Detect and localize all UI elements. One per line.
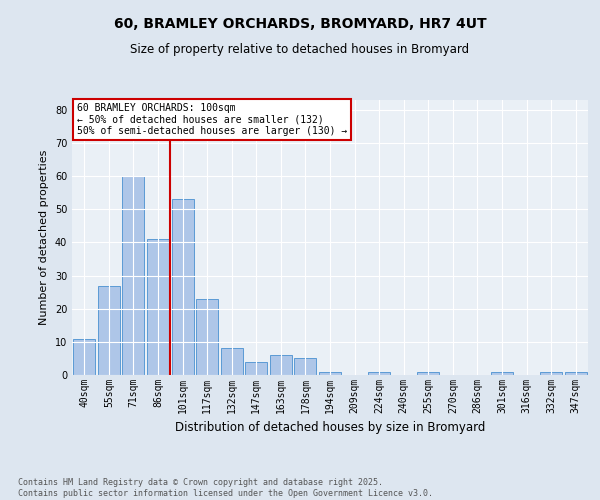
Bar [295,358,316,375]
Bar [417,372,439,375]
Bar [491,372,513,375]
Bar [122,176,145,375]
X-axis label: Distribution of detached houses by size in Bromyard: Distribution of detached houses by size … [175,422,485,434]
Bar [73,338,95,375]
Bar [368,372,390,375]
Bar [172,200,194,375]
Bar [147,239,169,375]
Bar [98,286,120,375]
Y-axis label: Number of detached properties: Number of detached properties [39,150,49,325]
Bar [221,348,243,375]
Text: Contains HM Land Registry data © Crown copyright and database right 2025.
Contai: Contains HM Land Registry data © Crown c… [18,478,433,498]
Bar [196,299,218,375]
Bar [245,362,268,375]
Bar [319,372,341,375]
Text: Size of property relative to detached houses in Bromyard: Size of property relative to detached ho… [130,42,470,56]
Text: 60, BRAMLEY ORCHARDS, BROMYARD, HR7 4UT: 60, BRAMLEY ORCHARDS, BROMYARD, HR7 4UT [113,18,487,32]
Text: 60 BRAMLEY ORCHARDS: 100sqm
← 50% of detached houses are smaller (132)
50% of se: 60 BRAMLEY ORCHARDS: 100sqm ← 50% of det… [77,103,347,136]
Bar [565,372,587,375]
Bar [540,372,562,375]
Bar [270,355,292,375]
